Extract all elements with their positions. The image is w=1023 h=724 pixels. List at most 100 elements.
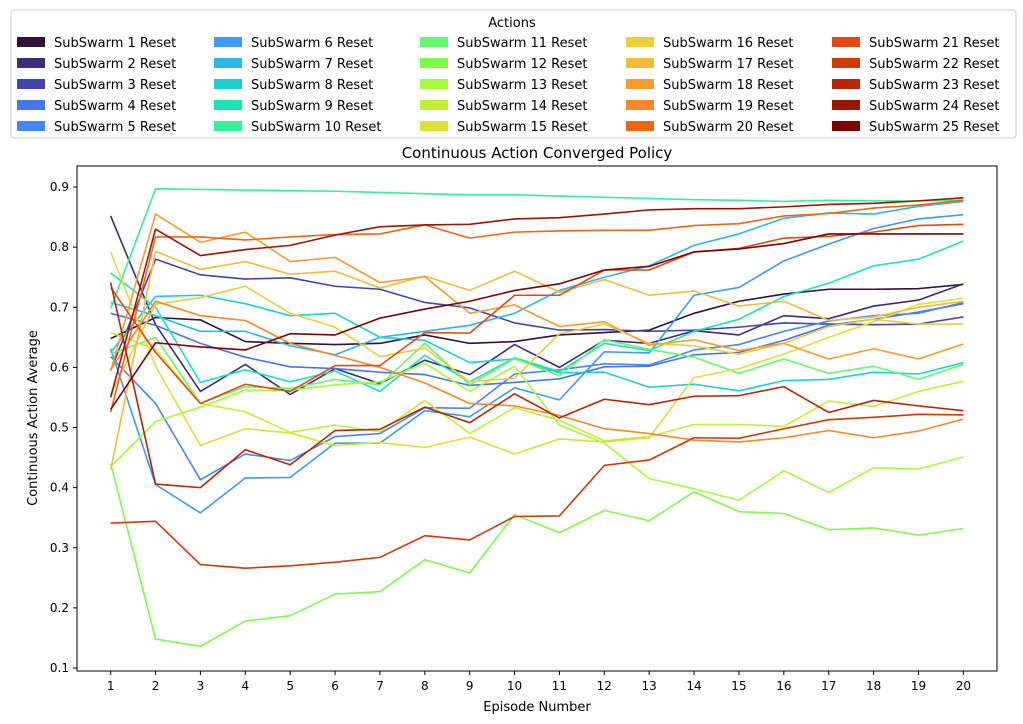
plot-frame	[76, 165, 998, 672]
x-tick-label: 14	[686, 679, 701, 693]
legend-label: SubSwarm 19 Reset	[663, 99, 794, 114]
legend-label: SubSwarm 12 Reset	[457, 57, 588, 72]
legend-frame	[10, 9, 1017, 139]
legend-swatch	[626, 100, 654, 110]
legend-label: SubSwarm 21 Reset	[869, 36, 1000, 51]
legend-swatch	[17, 58, 45, 68]
legend-label: SubSwarm 23 Reset	[869, 78, 1000, 93]
legend-label: SubSwarm 2 Reset	[54, 57, 176, 72]
y-tick-label: 0.6	[50, 360, 69, 374]
x-tick-label: 7	[376, 679, 384, 693]
legend-label: SubSwarm 6 Reset	[251, 36, 373, 51]
legend-label: SubSwarm 3 Reset	[54, 78, 176, 93]
series-line-22	[110, 413, 964, 570]
x-axis-label: Episode Number	[483, 700, 591, 715]
legend-label: SubSwarm 18 Reset	[663, 78, 794, 93]
series-line-25	[109, 233, 964, 410]
legend-label: SubSwarm 16 Reset	[663, 36, 794, 51]
series-line-16	[109, 285, 964, 395]
legend-swatch	[832, 121, 860, 131]
legend-swatch	[17, 100, 45, 110]
x-tick-label: 2	[152, 679, 160, 693]
legend-label: SubSwarm 4 Reset	[54, 99, 176, 114]
legend-label: SubSwarm 9 Reset	[251, 99, 373, 114]
legend-swatch	[420, 100, 448, 110]
x-tick-label: 15	[731, 679, 746, 693]
y-axis-ticks: 0.1 0.2 0.3 0.4 0.5 0.6 0.7 0.8 0.9	[50, 180, 77, 675]
legend-label: SubSwarm 17 Reset	[663, 57, 794, 72]
y-axis-label: Continuous Action Average	[26, 330, 41, 506]
series-line-10	[109, 188, 964, 309]
legend-swatch	[420, 37, 448, 47]
series-line-24	[109, 197, 964, 398]
y-tick-label: 0.1	[50, 661, 69, 675]
series-lines	[109, 188, 964, 648]
legend-label: SubSwarm 5 Reset	[54, 120, 176, 135]
legend-title: Actions	[488, 16, 536, 31]
legend-swatch	[420, 121, 448, 131]
series-line-13	[110, 362, 964, 502]
legend-label: SubSwarm 10 Reset	[251, 120, 382, 135]
legend-label: SubSwarm 15 Reset	[457, 120, 588, 135]
legend-label: SubSwarm 24 Reset	[869, 99, 1000, 114]
y-tick-label: 0.2	[50, 601, 69, 615]
x-tick-label: 10	[507, 679, 522, 693]
legend-swatch	[420, 58, 448, 68]
x-tick-label: 13	[642, 679, 657, 693]
legend-swatch	[214, 121, 242, 131]
series-line-4	[110, 302, 964, 387]
legend-label: SubSwarm 20 Reset	[663, 120, 794, 135]
x-tick-label: 1	[107, 679, 115, 693]
legend-swatch	[832, 100, 860, 110]
legend-swatch	[17, 121, 45, 131]
legend-label: SubSwarm 25 Reset	[869, 120, 1000, 135]
x-tick-label: 16	[776, 679, 791, 693]
legend: Actions SubSwarm 1 Reset SubSwarm 2 Reset…	[10, 9, 1017, 139]
legend-swatch	[626, 58, 654, 68]
x-tick-label: 6	[331, 679, 339, 693]
series-line-19	[109, 300, 964, 443]
legend-label: SubSwarm 11 Reset	[457, 36, 588, 51]
x-tick-label: 18	[866, 679, 881, 693]
x-tick-label: 5	[286, 679, 294, 693]
series-line-9	[110, 240, 964, 393]
legend-swatch	[832, 79, 860, 89]
y-tick-label: 0.4	[50, 481, 69, 495]
x-axis-ticks: 1 2 3 4 5 6 7 8 9 10 11 12 13 14 15 16 17 18 19 20	[107, 671, 971, 693]
legend-swatch	[626, 121, 654, 131]
x-tick-label: 4	[241, 679, 249, 693]
series-line-21	[110, 223, 964, 405]
legend-swatch	[626, 37, 654, 47]
legend-label: SubSwarm 8 Reset	[251, 78, 373, 93]
series-line-20	[109, 199, 964, 413]
y-tick-label: 0.9	[50, 180, 69, 194]
series-line-15	[109, 251, 964, 455]
legend-label: SubSwarm 1 Reset	[54, 36, 176, 51]
legend-swatch	[832, 37, 860, 47]
series-line-23	[109, 282, 964, 489]
legend-items: SubSwarm 1 Reset SubSwarm 2 Reset SubSwarm…	[17, 36, 1000, 135]
series-line-5	[110, 301, 964, 481]
y-tick-label: 0.7	[50, 300, 69, 314]
x-tick-label: 9	[466, 679, 474, 693]
legend-swatch	[17, 37, 45, 47]
legend-swatch	[214, 100, 242, 110]
series-line-1	[110, 283, 964, 346]
series-line-11	[110, 336, 964, 405]
plot-area: 1 2 3 4 5 6 7 8 9 10 11 12 13 14 15 16 17 18 19 20 0.10.20.…	[50, 165, 998, 693]
legend-label: SubSwarm 7 Reset	[251, 57, 373, 72]
series-line-3	[109, 258, 964, 371]
legend-swatch	[214, 58, 242, 68]
y-tick-label: 0.5	[50, 421, 69, 435]
series-line-18	[109, 213, 964, 372]
legend-swatch	[420, 79, 448, 89]
series-line-6	[109, 213, 964, 514]
x-tick-label: 11	[552, 679, 567, 693]
series-line-8	[110, 294, 964, 392]
legend-swatch	[832, 58, 860, 68]
x-tick-label: 12	[597, 679, 612, 693]
x-tick-label: 17	[821, 679, 836, 693]
y-tick-label: 0.3	[50, 541, 69, 555]
legend-swatch	[626, 79, 654, 89]
